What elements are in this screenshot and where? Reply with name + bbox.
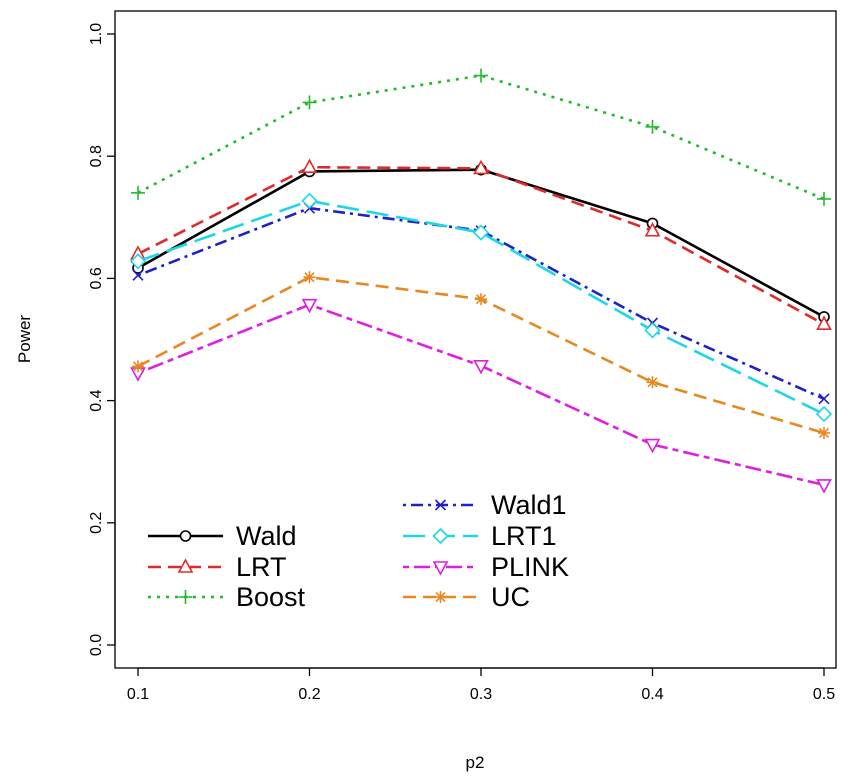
y-axis-title: Power — [15, 315, 34, 364]
legend-label: UC — [491, 582, 530, 612]
series-boost-point — [302, 95, 317, 110]
legend-swatch-marker — [177, 558, 194, 573]
x-axis-title: p2 — [466, 753, 485, 772]
legend-label: Wald — [236, 521, 297, 551]
series-plink-point — [301, 298, 318, 314]
series-boost-point — [131, 185, 145, 200]
legend-swatch-marker — [432, 527, 449, 545]
series-lrt1-line — [137, 199, 825, 416]
series-plink — [130, 298, 832, 494]
axes: 0.1 0.2 0.3 0.4 0.5 0.0 0.2 0.4 0.6 0.8 1.0 — [88, 23, 835, 703]
legend-item-lrt1: LRT1 — [403, 521, 557, 551]
series-lrt1-point — [129, 253, 147, 270]
series-wald1-line — [137, 206, 825, 400]
legend-swatch-marker — [434, 591, 447, 603]
legend-item-wald: Wald — [148, 521, 297, 551]
series-uc-point — [646, 376, 659, 389]
series-lrt-point — [301, 158, 318, 173]
series-uc-point — [475, 293, 487, 306]
series-uc-point — [818, 426, 830, 439]
series-plink-point — [473, 359, 489, 375]
series-boost — [131, 68, 831, 206]
legend-swatch-marker — [434, 499, 447, 511]
plot-content — [129, 68, 833, 494]
series-lrt1 — [129, 192, 833, 423]
series-boost-point — [474, 68, 488, 83]
series-lrt-point — [816, 315, 832, 331]
series-lrt1-point — [472, 224, 490, 241]
legend-label: Boost — [236, 582, 306, 612]
series-boost-point — [645, 119, 660, 134]
legend-item-lrt: LRT — [148, 552, 287, 582]
legend-swatch-marker — [178, 590, 193, 604]
series-uc-point — [132, 360, 144, 373]
series-lrt1-point — [301, 192, 318, 209]
y-tick-label: 0.4 — [88, 389, 105, 411]
series-plink-point — [816, 479, 832, 494]
legend-label: LRT — [236, 552, 287, 582]
legend-item-plink: PLINK — [403, 552, 569, 582]
y-tick-label: 0.2 — [88, 512, 105, 534]
y-tick-label: 0.0 — [88, 634, 105, 656]
y-tick-label: 0.8 — [88, 145, 105, 167]
series-lrt-point — [644, 222, 661, 237]
series-lrt-point — [473, 159, 489, 175]
legend-item-wald1: Wald1 — [403, 490, 567, 520]
x-tick-label: 0.5 — [813, 686, 835, 703]
series-uc-point — [303, 271, 316, 284]
legend-label: PLINK — [491, 552, 569, 582]
series-uc — [132, 271, 830, 439]
series-wald1-point — [132, 269, 144, 281]
x-tick-label: 0.4 — [641, 686, 663, 703]
legend-label: LRT1 — [491, 521, 557, 551]
x-tick-label: 0.1 — [127, 686, 149, 703]
series-wald1-point — [818, 393, 830, 405]
legend-item-uc: UC — [403, 582, 530, 612]
y-tick-label: 0.6 — [88, 267, 105, 289]
series-lrt1-point — [644, 322, 661, 339]
series-plink-point — [644, 438, 661, 454]
x-tick-label: 0.2 — [298, 686, 320, 703]
x-tick-label: 0.3 — [470, 686, 492, 703]
legend-item-boost: Boost — [148, 582, 306, 612]
legend-swatch-marker — [432, 561, 449, 576]
series-lrt1-point — [815, 405, 833, 423]
legend-swatch-marker — [179, 530, 192, 542]
y-tick-label: 1.0 — [88, 23, 105, 45]
legend-label: Wald1 — [491, 490, 567, 520]
series-boost-point — [817, 191, 831, 206]
series-lrt — [130, 158, 832, 331]
